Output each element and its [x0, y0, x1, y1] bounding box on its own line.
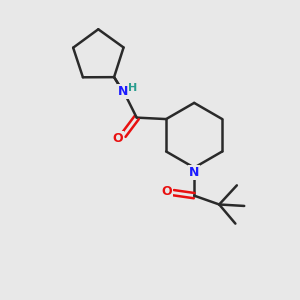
Text: O: O [113, 132, 123, 145]
Text: O: O [162, 185, 172, 198]
Text: H: H [128, 83, 137, 93]
Text: N: N [189, 167, 200, 179]
Text: N: N [118, 85, 128, 98]
